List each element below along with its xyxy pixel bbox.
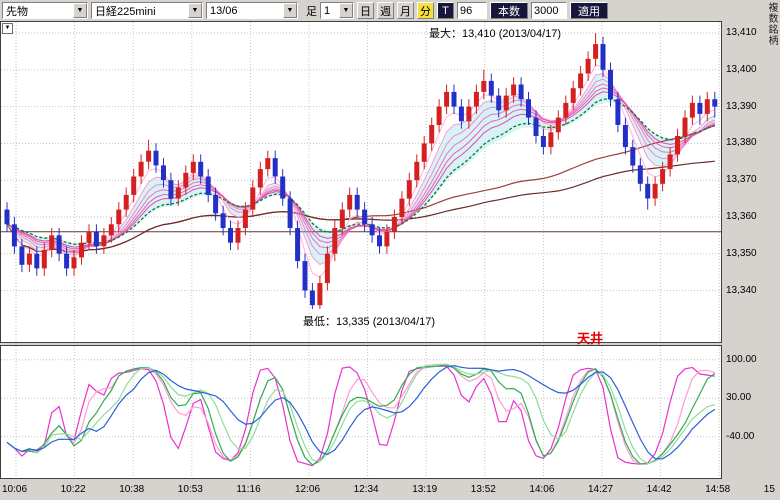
time-axis-label: 11:16 — [236, 484, 261, 495]
oscillator-axis: 100.00 30.00 -40.00 — [724, 345, 768, 479]
price-axis-label: 13,340 — [726, 284, 757, 296]
bars-count-input[interactable] — [457, 2, 487, 19]
time-axis-label: 14:06 — [529, 484, 555, 495]
price-axis-label: 13,370 — [726, 174, 757, 186]
toolbar: 先物 ▼ 日経225mini ▼ 13/06 ▼ 足 1 ▼ 日 週 月 分 T… — [0, 0, 780, 21]
period-week-button[interactable]: 週 — [377, 2, 394, 19]
price-axis-label: 13,350 — [726, 247, 757, 259]
candlestick-chart[interactable] — [1, 22, 721, 342]
oscillator-chart[interactable] — [1, 346, 721, 478]
time-axis-label: 10:53 — [177, 484, 203, 495]
symbol-combo[interactable]: 日経225mini ▼ — [91, 2, 203, 19]
period-tick-button[interactable]: T — [437, 2, 454, 19]
interval-combo[interactable]: 1 ▼ — [320, 2, 354, 19]
time-axis-label: 13:19 — [412, 484, 438, 495]
symbol-combo-value: 日経225mini — [95, 5, 156, 18]
price-axis: 13,410 13,400 13,390 13,380 13,370 13,360 13,3… — [724, 21, 768, 343]
price-axis-label: 13,410 — [726, 27, 757, 39]
apply-button[interactable]: 適用 — [570, 2, 608, 19]
instrument-combo-value: 先物 — [6, 5, 28, 18]
time-axis-label: 14:27 — [588, 484, 614, 495]
price-chart-panel[interactable]: 最大：13,410 (2013/04/17) 最低：13,335 (2013/0… — [0, 21, 722, 346]
multi-symbol-tab[interactable]: 複数銘柄 — [766, 2, 777, 46]
period-day-button[interactable]: 日 — [357, 2, 374, 19]
ceiling-annotation: 天井 — [577, 331, 604, 346]
range-input[interactable] — [531, 2, 567, 19]
instrument-combo[interactable]: 先物 ▼ — [2, 2, 88, 19]
time-axis: 10:06 10:22 10:38 10:53 11:16 12:06 12:34 13:19… — [0, 481, 780, 500]
time-axis-label: 10:38 — [119, 484, 145, 495]
interval-value: 1 — [324, 4, 331, 17]
chevron-down-icon[interactable]: ▼ — [73, 3, 87, 18]
price-axis-label: 13,400 — [726, 63, 757, 75]
time-axis-label: 12:06 — [295, 484, 321, 495]
time-axis-label: 14:42 — [646, 484, 672, 495]
price-axis-label: 13,380 — [726, 137, 757, 149]
time-axis-label: 15 — [763, 484, 775, 495]
price-axis-label: 13,390 — [726, 100, 757, 112]
time-axis-label: 14:58 — [705, 484, 731, 495]
chart-corner-button[interactable]: ▼ — [2, 23, 13, 34]
time-axis-label: 10:22 — [60, 484, 86, 495]
min-annotation: 最低：13,335 (2013/04/17) — [303, 316, 436, 328]
period-minute-button[interactable]: 分 — [417, 2, 434, 19]
oscillator-axis-label: -40.00 — [726, 430, 755, 442]
bars-count-button[interactable]: 本数 — [490, 2, 528, 19]
chevron-down-icon[interactable]: ▼ — [339, 3, 353, 18]
oscillator-axis-label: 100.00 — [726, 353, 757, 365]
max-annotation: 最大：13,410 (2013/04/17) — [429, 28, 562, 40]
price-axis-label: 13,360 — [726, 210, 757, 222]
time-axis-label: 10:06 — [2, 484, 28, 495]
chevron-down-icon[interactable]: ▼ — [283, 3, 297, 18]
time-axis-label: 13:52 — [470, 484, 496, 495]
oscillator-panel[interactable] — [0, 345, 722, 479]
period-month-button[interactable]: 月 — [397, 2, 414, 19]
bar-type-label: 足 — [306, 5, 317, 18]
time-axis-label: 12:34 — [353, 484, 379, 495]
oscillator-axis-label: 30.00 — [726, 392, 752, 404]
contract-month-value: 13/06 — [210, 4, 238, 17]
chevron-down-icon[interactable]: ▼ — [188, 3, 202, 18]
contract-month-combo[interactable]: 13/06 ▼ — [206, 2, 298, 19]
